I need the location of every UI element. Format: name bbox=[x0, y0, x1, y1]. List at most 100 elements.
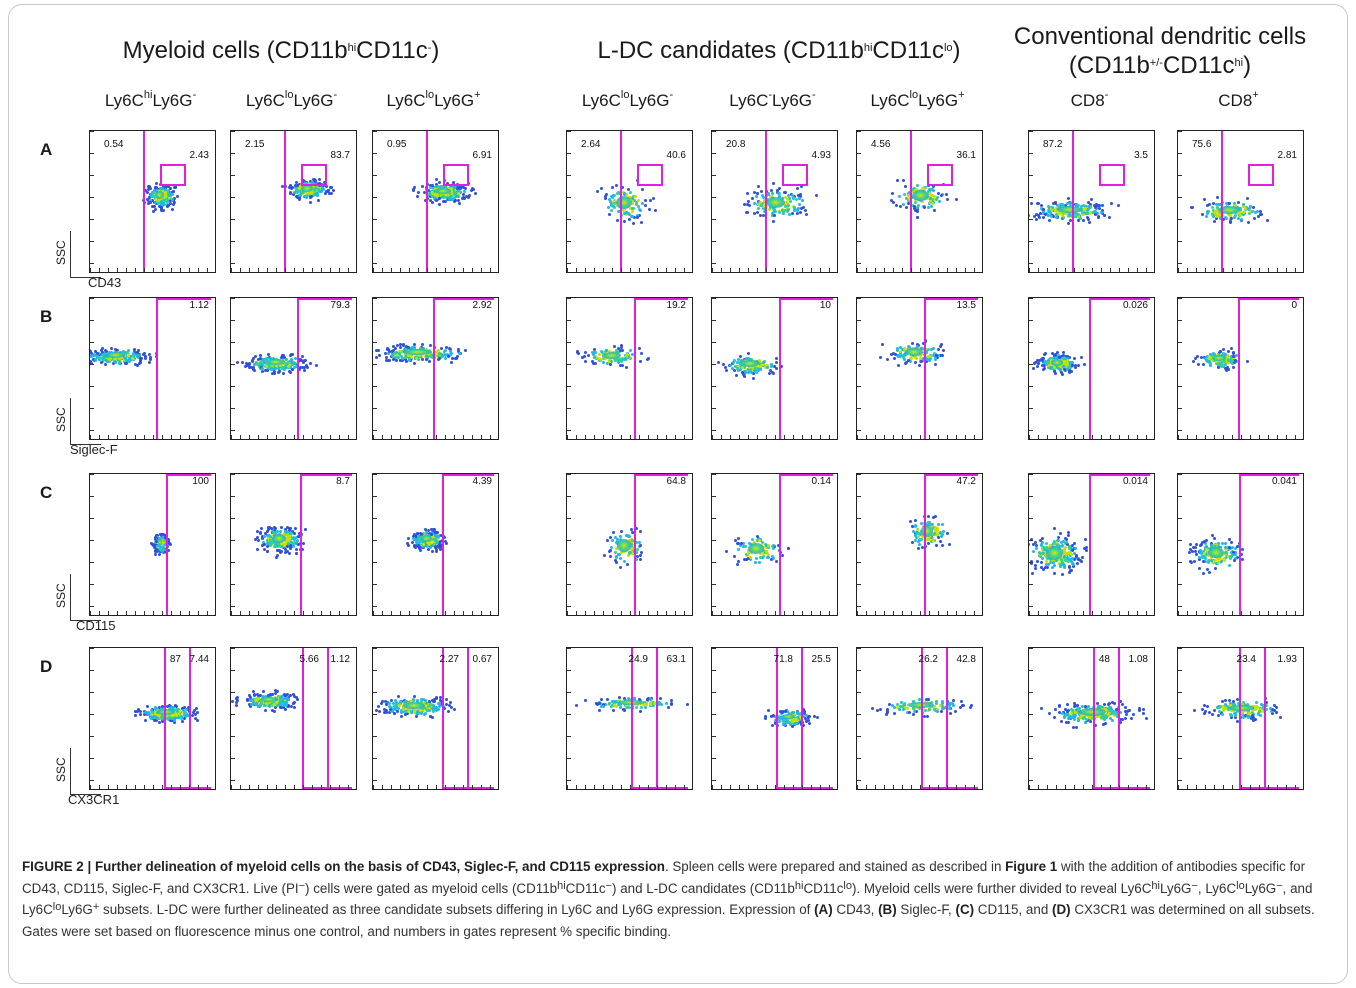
event-dot bbox=[293, 705, 297, 709]
event-dot bbox=[415, 354, 419, 358]
event-dot bbox=[461, 185, 465, 189]
event-dot bbox=[945, 531, 949, 535]
event-dot bbox=[1210, 533, 1214, 537]
event-dot bbox=[294, 536, 298, 540]
event-dot bbox=[1059, 354, 1063, 358]
event-dot bbox=[467, 196, 471, 200]
subset-header-sup: lo bbox=[284, 89, 294, 101]
event-dot bbox=[935, 354, 939, 358]
event-dot bbox=[1053, 371, 1057, 375]
event-dot bbox=[457, 348, 461, 352]
event-dot bbox=[270, 527, 274, 531]
event-dot bbox=[1051, 366, 1055, 370]
event-dot bbox=[639, 209, 643, 213]
event-dot bbox=[158, 187, 162, 191]
event-dot bbox=[1055, 213, 1059, 217]
event-dot bbox=[774, 366, 778, 370]
subset-header-part: Ly6G bbox=[434, 91, 475, 110]
event-dot bbox=[796, 212, 800, 216]
event-dot bbox=[797, 202, 801, 206]
event-dot bbox=[922, 352, 926, 356]
event-dot bbox=[738, 354, 742, 358]
event-dot bbox=[162, 551, 166, 555]
event-dot bbox=[133, 363, 137, 367]
event-dot bbox=[386, 348, 389, 352]
event-dot bbox=[1227, 202, 1231, 206]
event-dot bbox=[785, 209, 789, 213]
event-dot bbox=[1240, 217, 1244, 221]
event-dot bbox=[271, 531, 275, 535]
event-dot bbox=[1212, 536, 1216, 540]
event-dot bbox=[1219, 361, 1223, 365]
event-dot bbox=[732, 554, 736, 558]
event-dot bbox=[463, 196, 467, 200]
gate-line bbox=[327, 648, 329, 789]
event-dot bbox=[1045, 557, 1049, 561]
event-dot bbox=[1040, 542, 1044, 546]
event-dot bbox=[619, 345, 623, 349]
event-dot bbox=[1086, 207, 1090, 211]
event-dot bbox=[1065, 213, 1069, 217]
event-dot bbox=[1037, 216, 1041, 220]
flow-plot-panel: 19.2 bbox=[566, 297, 693, 440]
event-dot bbox=[797, 197, 801, 201]
event-dot bbox=[286, 536, 290, 540]
event-dot bbox=[435, 547, 439, 551]
event-dot bbox=[417, 357, 421, 361]
event-dot bbox=[437, 358, 441, 362]
event-dot bbox=[1234, 354, 1238, 358]
event-dot bbox=[291, 542, 295, 546]
subset-header-part: Ly6C bbox=[870, 91, 910, 110]
event-dot bbox=[132, 354, 136, 358]
event-dot bbox=[428, 545, 432, 549]
event-dot bbox=[594, 362, 598, 366]
gate-percentage: 83.7 bbox=[330, 150, 350, 161]
event-dot bbox=[147, 361, 151, 365]
event-dot bbox=[411, 540, 415, 544]
event-dot bbox=[927, 189, 931, 193]
event-dot bbox=[449, 348, 453, 352]
event-dot bbox=[311, 189, 315, 193]
event-dot bbox=[940, 193, 944, 197]
event-dot bbox=[448, 349, 452, 353]
event-dot bbox=[1061, 561, 1065, 565]
cd43-hi-gate bbox=[443, 164, 469, 186]
event-dot bbox=[737, 548, 741, 552]
event-dot bbox=[614, 540, 618, 544]
event-dot bbox=[264, 365, 268, 369]
gate-percentage: 19.2 bbox=[666, 300, 686, 311]
event-dot bbox=[1085, 216, 1089, 220]
event-dot bbox=[775, 356, 779, 360]
event-dot bbox=[901, 348, 905, 352]
event-dot bbox=[306, 193, 310, 197]
event-dot bbox=[1050, 207, 1054, 211]
event-dot bbox=[1088, 205, 1092, 209]
event-dot bbox=[902, 202, 906, 206]
event-dot bbox=[1233, 204, 1237, 208]
event-dot bbox=[916, 207, 920, 211]
event-dot bbox=[1055, 355, 1059, 359]
event-dot bbox=[158, 198, 162, 202]
event-dot bbox=[890, 198, 894, 202]
x-axis-ticks bbox=[231, 435, 356, 439]
event-dot bbox=[155, 534, 159, 538]
event-dot bbox=[131, 356, 135, 360]
event-dot bbox=[427, 709, 431, 713]
event-dot bbox=[895, 346, 899, 350]
event-dot bbox=[906, 201, 910, 205]
event-dot bbox=[1064, 367, 1068, 371]
event-dot bbox=[612, 206, 616, 210]
event-dot bbox=[769, 194, 773, 198]
event-dot bbox=[1035, 358, 1039, 362]
event-dot bbox=[278, 549, 282, 553]
event-dot bbox=[762, 549, 766, 553]
event-dot bbox=[1231, 359, 1235, 363]
flow-plot-panel: 64.8 bbox=[566, 473, 693, 616]
event-dot bbox=[916, 534, 920, 538]
event-dot bbox=[446, 709, 450, 713]
event-dot bbox=[1047, 208, 1051, 212]
event-dot bbox=[435, 549, 439, 553]
flow-plot-panel: 4.56 36.1 bbox=[856, 130, 983, 273]
event-dot bbox=[468, 193, 472, 197]
gate-line bbox=[189, 648, 191, 789]
